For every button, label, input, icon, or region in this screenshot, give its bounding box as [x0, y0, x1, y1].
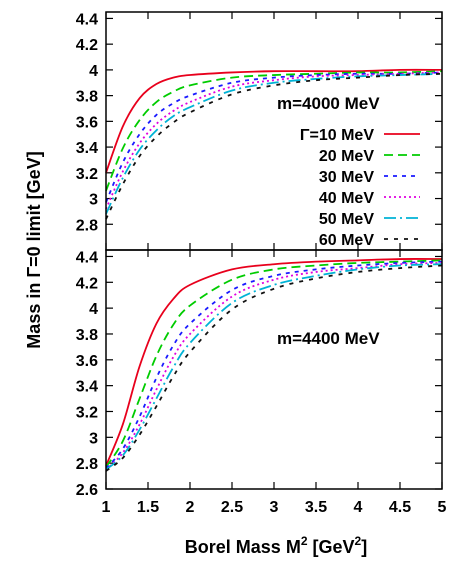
x-axis-title-main: Borel Mass M — [185, 537, 301, 557]
x-axis-title-close: ] — [361, 537, 367, 557]
y-tick-label: 2.8 — [76, 217, 98, 234]
y-tick-label: 3 — [89, 430, 98, 447]
legend-label-2: 30 MeV — [319, 169, 374, 186]
y-tick-label: 3 — [89, 192, 98, 209]
series-line-3 — [105, 71, 443, 210]
legend-label-3: 40 MeV — [319, 190, 374, 207]
series-line-0 — [105, 258, 443, 467]
x-axis-title: Borel Mass M2 [GeV2] — [185, 534, 367, 557]
y-tick-label: 3.4 — [76, 379, 98, 396]
series-line-4 — [105, 72, 443, 215]
top-series-group — [105, 68, 443, 220]
y-tick-label: 3.2 — [76, 166, 98, 183]
series-line-0 — [105, 68, 443, 174]
x-tick-label: 4 — [354, 499, 363, 516]
bottom-series-group — [105, 258, 443, 472]
y-tick-label: 4 — [89, 63, 98, 80]
legend: Γ=10 MeV 20 MeV 30 MeV 40 MeV 50 MeV 60 MeV — [300, 127, 420, 249]
y-tick-label: 3.4 — [76, 140, 98, 157]
bottom-mass-annotation: m=4400 MeV — [277, 329, 380, 348]
series-line-3 — [105, 262, 443, 471]
series-line-5 — [105, 264, 443, 472]
y-tick-label: 4.4 — [76, 11, 98, 28]
series-line-2 — [105, 71, 443, 203]
series-line-1 — [105, 70, 443, 192]
legend-label-4: 50 MeV — [319, 211, 374, 228]
x-tick-label: 2.5 — [221, 499, 243, 516]
y-tick-label: 3.8 — [76, 327, 98, 344]
y-axis-title: Mass in Γ=0 limit [GeV] — [24, 151, 44, 348]
x-tick-label: 2 — [186, 499, 195, 516]
y-tick-label: 4.2 — [76, 275, 98, 292]
x-tick-label: 3.5 — [305, 499, 327, 516]
x-tick-label: 1 — [102, 499, 111, 516]
legend-label-0: Γ=10 MeV — [300, 127, 374, 144]
y-tick-label: 3.6 — [76, 353, 98, 370]
y-tick-label: 3.2 — [76, 404, 98, 421]
x-axis-title-sup: 2 — [301, 534, 308, 548]
x-axis-title-unit-sup: 2 — [355, 534, 362, 548]
legend-label-5: 60 MeV — [319, 232, 374, 249]
series-line-4 — [105, 263, 443, 471]
series-line-1 — [105, 259, 443, 468]
y-tick-label: 2.8 — [76, 456, 98, 473]
legend-label-1: 20 MeV — [319, 148, 374, 165]
top-panel: 2.8 3 3.2 3.4 3.6 3.8 4 4.2 4.4 m=4000 MeV Γ=10 … — [76, 11, 443, 251]
y-tick-label: 4 — [89, 301, 98, 318]
y-tick-label: 2.6 — [76, 482, 98, 499]
x-tick-label: 1.5 — [137, 499, 159, 516]
y-tick-label: 4.4 — [76, 249, 98, 266]
x-axis-title-unit: [GeV — [308, 537, 355, 557]
series-line-2 — [105, 260, 443, 469]
x-tick-label: 3 — [270, 499, 279, 516]
top-mass-annotation: m=4000 MeV — [277, 94, 380, 113]
bottom-panel: 2.6 2.8 3 3.2 3.4 3.6 3.8 4 4.2 4.4 1 1.5 2 2.5 3 3.5 4 4… — [76, 249, 447, 516]
y-tick-label: 3.6 — [76, 114, 98, 131]
bottom-panel-frame — [105, 249, 443, 490]
x-tick-label: 4.5 — [389, 499, 411, 516]
y-tick-label: 3.8 — [76, 89, 98, 106]
x-tick-label: 5 — [438, 499, 447, 516]
series-line-5 — [105, 72, 443, 220]
y-tick-label: 4.2 — [76, 37, 98, 54]
